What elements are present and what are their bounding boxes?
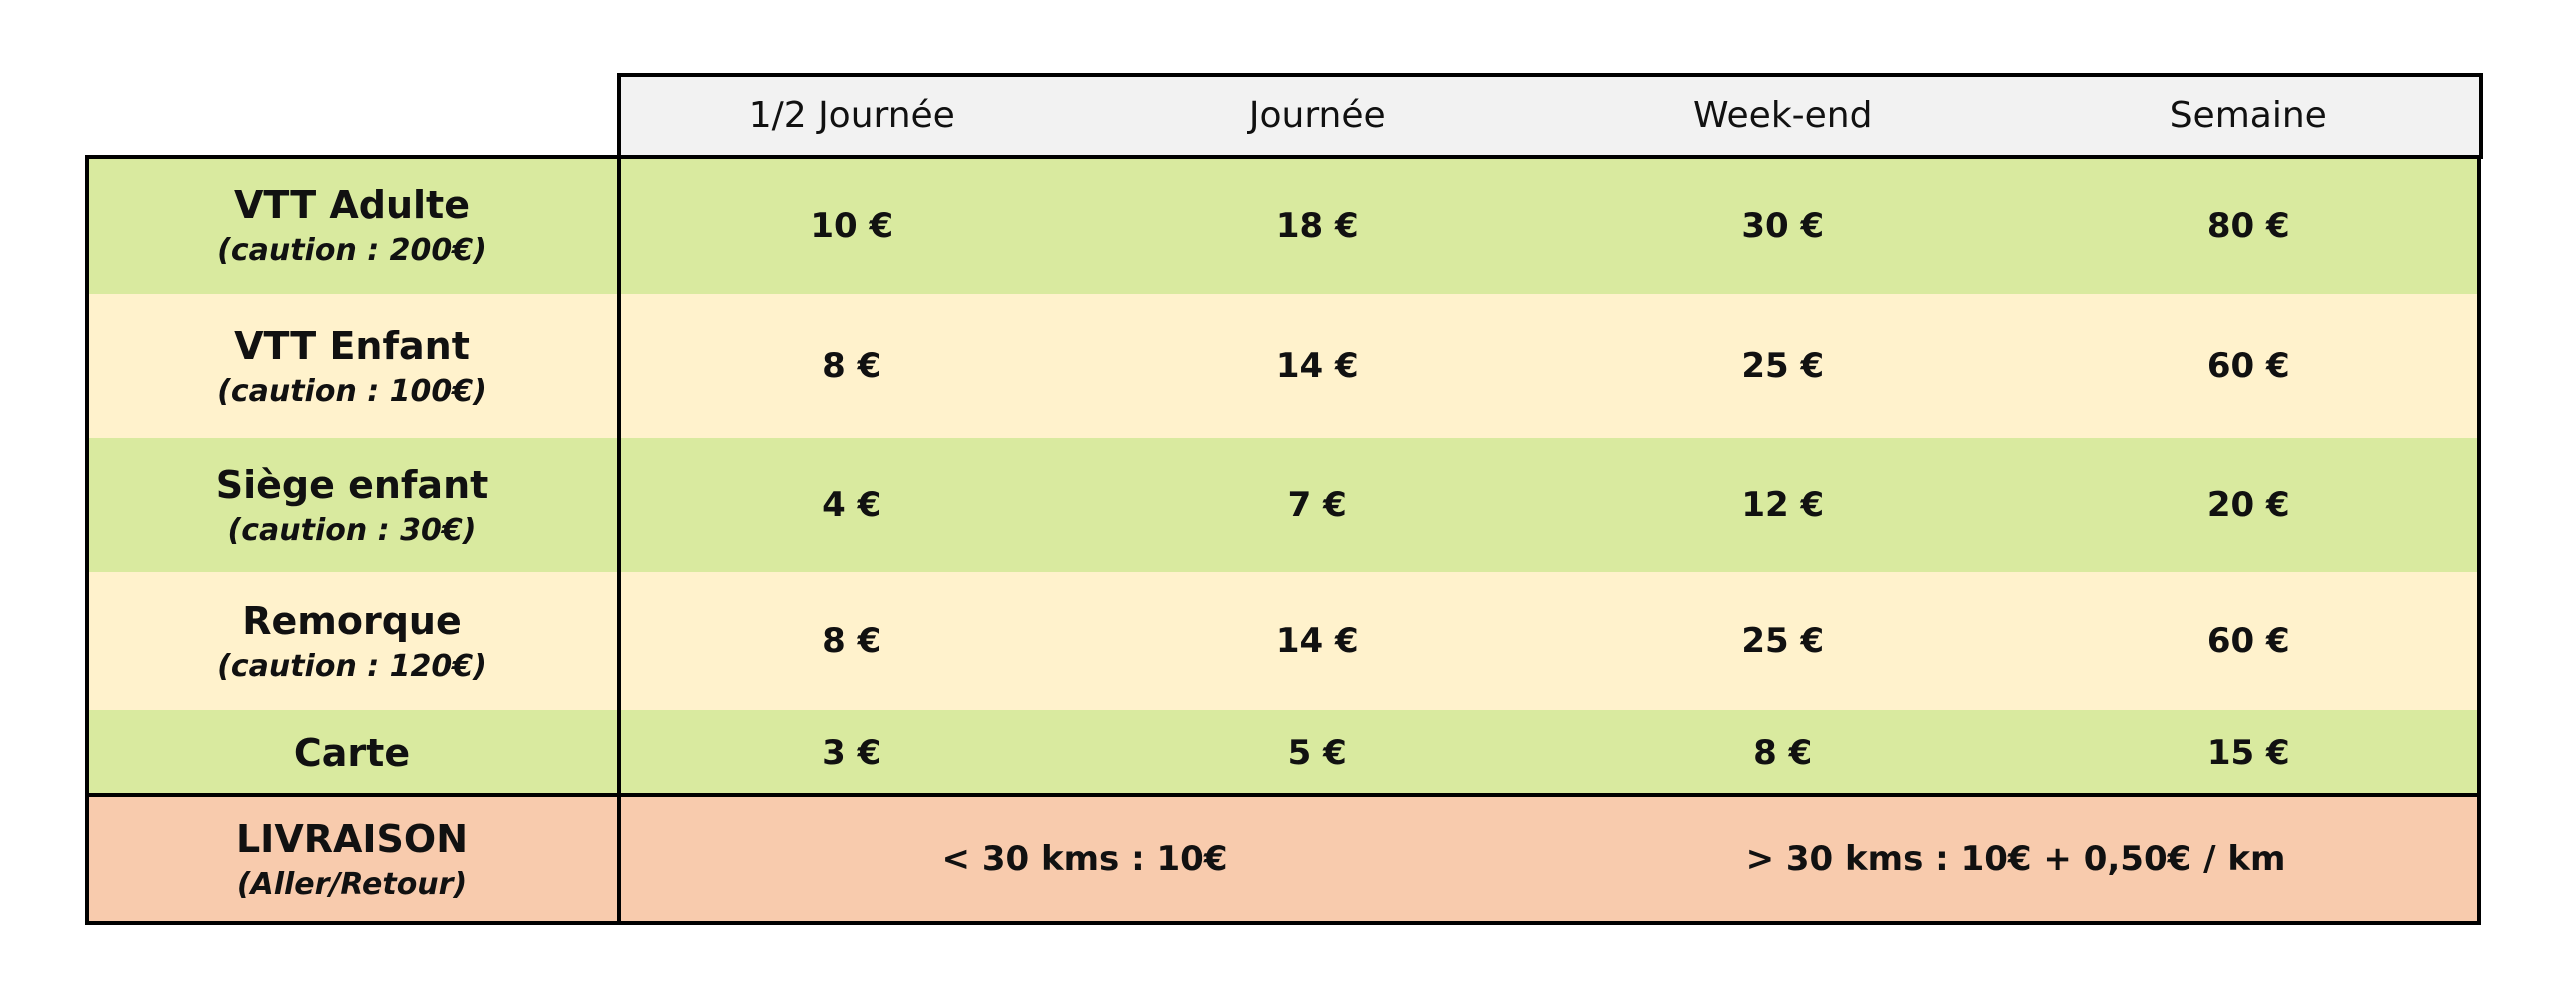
- price: 12 €: [1741, 485, 1825, 525]
- price: 5 €: [1287, 732, 1347, 773]
- column-header: Journée: [1084, 73, 1550, 157]
- row-note: (caution : 120€): [217, 648, 487, 684]
- price-cell: 10 €: [619, 157, 1085, 294]
- price-cell: 20 €: [2015, 438, 2481, 572]
- delivery-divider: [85, 793, 2481, 797]
- delivery-label: LIVRAISON: [235, 816, 469, 861]
- row-note: (caution : 100€): [217, 373, 487, 409]
- price: 60 €: [2206, 621, 2290, 661]
- column-header-text: 1/2 Journée: [748, 94, 955, 136]
- row-label-cell: Siège enfant (caution : 30€): [85, 438, 619, 572]
- price: 18 €: [1275, 205, 1359, 246]
- row-label-cell: Carte: [85, 710, 619, 795]
- price: 60 €: [2206, 346, 2290, 386]
- row-note: (caution : 200€): [217, 233, 487, 268]
- row-label: VTT Enfant: [234, 323, 470, 368]
- price-cell: 14 €: [1084, 572, 1550, 710]
- row-label-cell: VTT Adulte (caution : 200€): [85, 157, 619, 294]
- price-cell: 8 €: [1550, 710, 2016, 795]
- price: 14 €: [1275, 346, 1359, 386]
- price: 7 €: [1287, 485, 1347, 525]
- delivery-option-cell: < 30 kms : 10€: [619, 795, 1550, 923]
- column-header-text: Week-end: [1693, 94, 1873, 136]
- row-label-cell: Remorque (caution : 120€): [85, 572, 619, 710]
- column-header: 1/2 Journée: [619, 73, 1085, 157]
- delivery-option: < 30 kms : 10€: [941, 839, 1228, 879]
- price-cell: 25 €: [1550, 294, 2016, 438]
- row-note: (caution : 30€): [227, 512, 477, 548]
- price: 25 €: [1741, 621, 1825, 661]
- price: 30 €: [1741, 205, 1825, 246]
- price-cell: 15 €: [2015, 710, 2481, 795]
- row-label: Carte: [293, 730, 411, 775]
- price: 25 €: [1741, 346, 1825, 386]
- column-header-text: Journée: [1248, 94, 1386, 136]
- row-label: Siège enfant: [215, 462, 489, 507]
- price-cell: 14 €: [1084, 294, 1550, 438]
- price-cell: 30 €: [1550, 157, 2016, 294]
- price-cell: 8 €: [619, 572, 1085, 710]
- row-label-cell: VTT Enfant (caution : 100€): [85, 294, 619, 438]
- price-cell: 8 €: [619, 294, 1085, 438]
- delivery-label-cell: LIVRAISON (Aller/Retour): [85, 795, 619, 923]
- column-header: Week-end: [1550, 73, 2016, 157]
- row-label: Remorque: [242, 598, 462, 643]
- price-cell: 60 €: [2015, 294, 2481, 438]
- price-cell: 80 €: [2015, 157, 2481, 294]
- price: 15 €: [2206, 732, 2290, 773]
- delivery-note: (Aller/Retour): [236, 866, 468, 902]
- delivery-option-cell: > 30 kms : 10€ + 0,50€ / km: [1550, 795, 2481, 923]
- price-cell: 18 €: [1084, 157, 1550, 294]
- price: 20 €: [2206, 485, 2290, 525]
- price-cell: 60 €: [2015, 572, 2481, 710]
- price: 8 €: [822, 621, 882, 661]
- price-cell: 5 €: [1084, 710, 1550, 795]
- column-header: Semaine: [2015, 73, 2481, 157]
- delivery-option: > 30 kms : 10€ + 0,50€ / km: [1745, 839, 2286, 879]
- price-cell: 4 €: [619, 438, 1085, 572]
- price: 14 €: [1275, 621, 1359, 661]
- price: 8 €: [1753, 732, 1813, 773]
- column-header-text: Semaine: [2169, 94, 2327, 136]
- price-cell: 7 €: [1084, 438, 1550, 572]
- price: 80 €: [2206, 205, 2290, 246]
- price: 3 €: [822, 732, 882, 773]
- price: 8 €: [822, 346, 882, 386]
- price-cell: 3 €: [619, 710, 1085, 795]
- row-label: VTT Adulte: [234, 183, 470, 227]
- price-cell: 25 €: [1550, 572, 2016, 710]
- price: 10 €: [810, 205, 894, 246]
- price-cell: 12 €: [1550, 438, 2016, 572]
- price: 4 €: [822, 485, 882, 525]
